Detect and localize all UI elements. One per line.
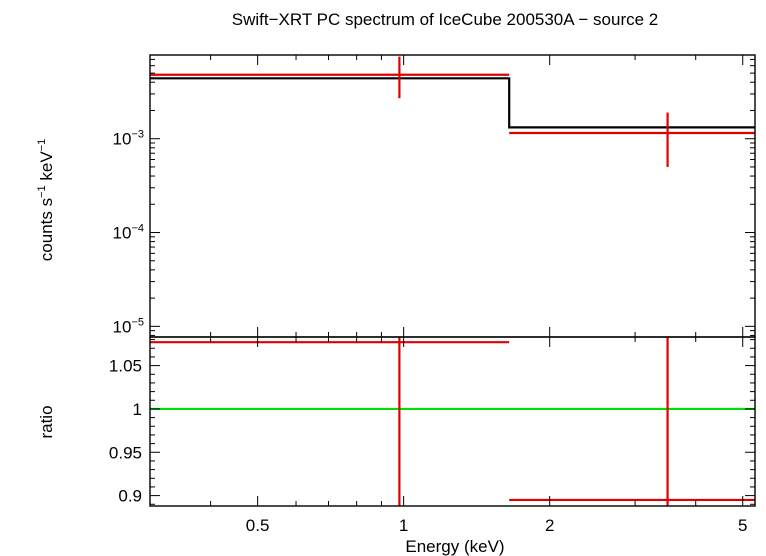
plot-layer: 0.5 1 2 5 10−3 10−4 10−5 0.9 0.95 1 1.05 — [109, 54, 756, 535]
y-label-part-1: counts s — [37, 198, 56, 261]
y-tick-label-ratio-2: 0.95 — [109, 443, 142, 462]
y-tick-label-top-2: 10−4 — [113, 223, 144, 243]
x-tick-label-4: 5 — [738, 516, 747, 535]
ratio-frame — [149, 336, 756, 507]
y-label-exp-2: −1 — [36, 139, 48, 152]
chart-title: Swift−XRT PC spectrum of IceCube 200530A… — [232, 10, 659, 29]
y-axis-label-spectrum: counts s−1 keV−1 — [36, 139, 56, 261]
y-tick-label-top-1: 10−3 — [113, 129, 144, 149]
y-tick-label-ratio-1: 0.9 — [118, 487, 142, 506]
x-tick-label-3: 2 — [545, 516, 554, 535]
model-step-line — [150, 77, 755, 129]
y-tick-label-ratio-3: 1 — [133, 400, 142, 419]
x-tick-label-2: 1 — [399, 516, 408, 535]
y-label-part-2: keV — [37, 151, 56, 186]
y-axis-label-ratio: ratio — [37, 405, 56, 438]
x-tick-label-1: 0.5 — [246, 516, 270, 535]
y-label-exp-1: −1 — [36, 185, 48, 198]
x-axis-label: Energy (keV) — [405, 537, 504, 556]
spectrum-frame — [149, 54, 756, 338]
y-tick-label-top-3: 10−5 — [113, 316, 144, 336]
y-tick-label-ratio-4: 1.05 — [109, 357, 142, 376]
